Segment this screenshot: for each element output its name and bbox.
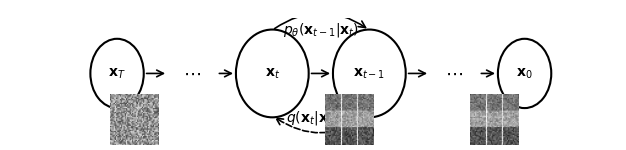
Text: $\mathbf{x}_t$: $\mathbf{x}_t$ bbox=[265, 66, 280, 81]
FancyArrowPatch shape bbox=[275, 13, 366, 28]
Text: $p_\theta(\mathbf{x}_{t-1}|\mathbf{x}_t)$: $p_\theta(\mathbf{x}_{t-1}|\mathbf{x}_t)… bbox=[283, 21, 359, 39]
FancyArrowPatch shape bbox=[276, 117, 367, 133]
Ellipse shape bbox=[236, 30, 309, 117]
Text: $\mathbf{x}_{t-1}$: $\mathbf{x}_{t-1}$ bbox=[353, 66, 386, 81]
Ellipse shape bbox=[333, 30, 406, 117]
Text: $\cdots$: $\cdots$ bbox=[183, 64, 201, 82]
Ellipse shape bbox=[90, 39, 144, 108]
Text: $\mathbf{x}_T$: $\mathbf{x}_T$ bbox=[108, 66, 126, 81]
Text: $q(\mathbf{x}_t|\mathbf{x}_{t-1})$: $q(\mathbf{x}_t|\mathbf{x}_{t-1})$ bbox=[286, 109, 356, 127]
Ellipse shape bbox=[498, 39, 552, 108]
Text: $\mathbf{x}_0$: $\mathbf{x}_0$ bbox=[516, 66, 533, 81]
Text: $\cdots$: $\cdots$ bbox=[445, 64, 463, 82]
